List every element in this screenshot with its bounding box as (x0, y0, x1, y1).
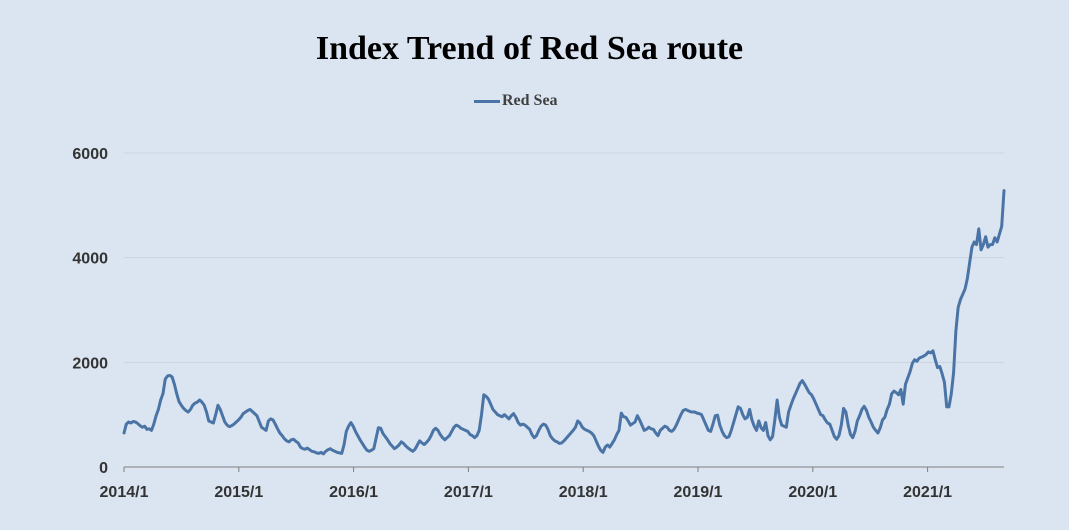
y-tick-label: 0 (99, 460, 108, 477)
y-tick-label: 6000 (72, 146, 108, 163)
x-tick-label: 2016/1 (329, 484, 378, 501)
x-tick-label: 2017/1 (444, 484, 493, 501)
legend-label-red-sea: Red Sea (502, 92, 558, 109)
x-tick-label: 2020/1 (788, 484, 837, 501)
legend: Red Sea (474, 92, 558, 110)
x-tick-label: 2019/1 (674, 484, 723, 501)
x-tick-label: 2015/1 (214, 484, 263, 501)
y-tick-label: 2000 (72, 355, 108, 372)
x-tick-label: 2021/1 (903, 484, 952, 501)
series-line-red-sea (122, 189, 1006, 456)
chart-title: Index Trend of Red Sea route (315, 30, 744, 67)
x-tick-label: 2014/1 (100, 484, 149, 501)
x-tick-label: 2018/1 (559, 484, 608, 501)
y-tick-label: 4000 (72, 251, 108, 268)
legend-swatch-red-sea (474, 99, 500, 103)
